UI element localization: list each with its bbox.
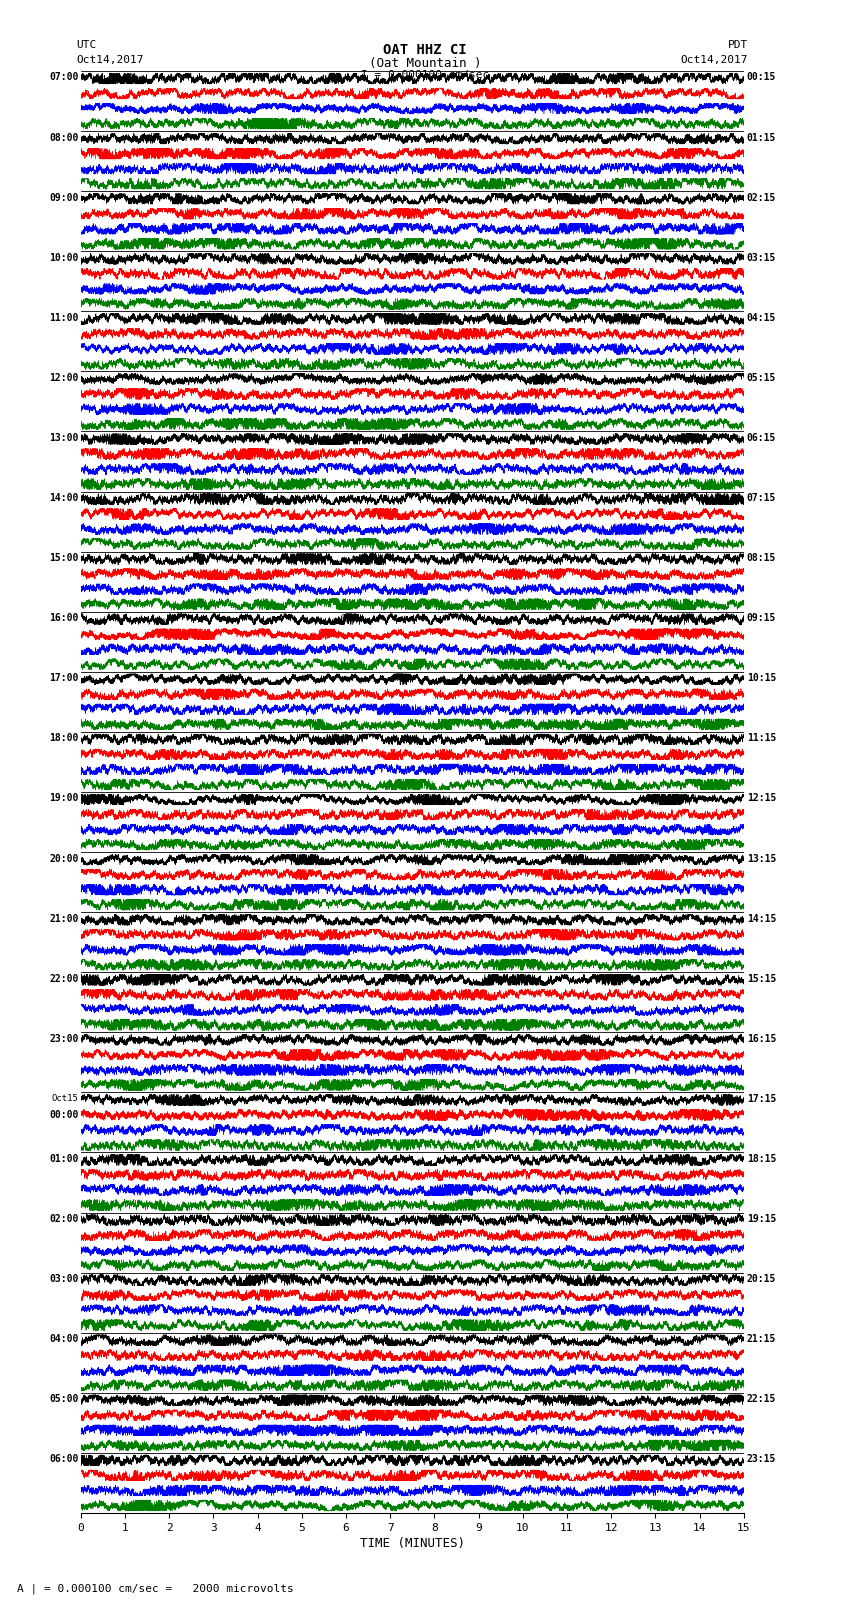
Text: 21:15: 21:15 [747, 1334, 776, 1344]
Text: 16:00: 16:00 [49, 613, 78, 623]
Text: Oct15: Oct15 [52, 1094, 78, 1103]
Text: 14:15: 14:15 [747, 913, 776, 924]
Text: Oct14,2017: Oct14,2017 [681, 55, 748, 65]
Text: 00:15: 00:15 [747, 73, 776, 82]
Text: 12:15: 12:15 [747, 794, 776, 803]
Text: 15:15: 15:15 [747, 974, 776, 984]
Text: 07:00: 07:00 [49, 73, 78, 82]
Text: 02:15: 02:15 [747, 192, 776, 203]
Text: 22:15: 22:15 [747, 1394, 776, 1405]
X-axis label: TIME (MINUTES): TIME (MINUTES) [360, 1537, 465, 1550]
Text: 08:00: 08:00 [49, 132, 78, 142]
Text: 20:00: 20:00 [49, 853, 78, 863]
Text: 09:15: 09:15 [747, 613, 776, 623]
Text: 17:15: 17:15 [747, 1094, 776, 1103]
Text: 05:00: 05:00 [49, 1394, 78, 1405]
Text: UTC: UTC [76, 40, 97, 50]
Text: 03:00: 03:00 [49, 1274, 78, 1284]
Text: 11:00: 11:00 [49, 313, 78, 323]
Text: 06:00: 06:00 [49, 1455, 78, 1465]
Text: I = 0.000100 cm/sec: I = 0.000100 cm/sec [361, 71, 489, 81]
Text: 15:00: 15:00 [49, 553, 78, 563]
Text: 10:00: 10:00 [49, 253, 78, 263]
Text: Oct14,2017: Oct14,2017 [76, 55, 144, 65]
Text: 20:15: 20:15 [747, 1274, 776, 1284]
Text: 13:15: 13:15 [747, 853, 776, 863]
Text: 08:15: 08:15 [747, 553, 776, 563]
Text: 19:15: 19:15 [747, 1215, 776, 1224]
Text: 19:00: 19:00 [49, 794, 78, 803]
Text: 01:15: 01:15 [747, 132, 776, 142]
Text: 12:00: 12:00 [49, 373, 78, 382]
Text: 18:00: 18:00 [49, 734, 78, 744]
Text: 13:00: 13:00 [49, 432, 78, 444]
Text: 11:15: 11:15 [747, 734, 776, 744]
Text: 10:15: 10:15 [747, 673, 776, 684]
Text: 14:00: 14:00 [49, 494, 78, 503]
Text: OAT HHZ CI: OAT HHZ CI [383, 44, 467, 56]
Text: (Oat Mountain ): (Oat Mountain ) [369, 58, 481, 71]
Text: 04:00: 04:00 [49, 1334, 78, 1344]
Text: 17:00: 17:00 [49, 673, 78, 684]
Text: 01:00: 01:00 [49, 1153, 78, 1165]
Text: 07:15: 07:15 [747, 494, 776, 503]
Text: 09:00: 09:00 [49, 192, 78, 203]
Text: 21:00: 21:00 [49, 913, 78, 924]
Text: 22:00: 22:00 [49, 974, 78, 984]
Text: PDT: PDT [728, 40, 748, 50]
Text: 23:00: 23:00 [49, 1034, 78, 1044]
Text: 23:15: 23:15 [747, 1455, 776, 1465]
Text: 18:15: 18:15 [747, 1153, 776, 1165]
Text: A | = 0.000100 cm/sec =   2000 microvolts: A | = 0.000100 cm/sec = 2000 microvolts [17, 1582, 294, 1594]
Text: 05:15: 05:15 [747, 373, 776, 382]
Text: 04:15: 04:15 [747, 313, 776, 323]
Text: 06:15: 06:15 [747, 432, 776, 444]
Text: 00:00: 00:00 [49, 1110, 78, 1121]
Text: 16:15: 16:15 [747, 1034, 776, 1044]
Text: 02:00: 02:00 [49, 1215, 78, 1224]
Text: 03:15: 03:15 [747, 253, 776, 263]
